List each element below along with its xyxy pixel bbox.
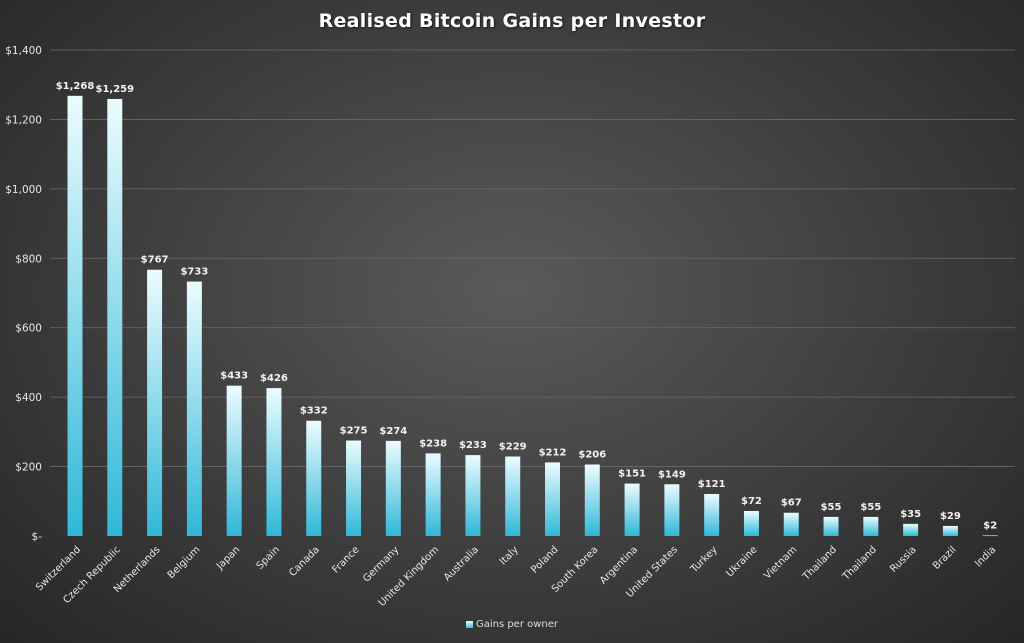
bar xyxy=(266,388,282,536)
y-tick-label: $1,000 xyxy=(5,184,42,196)
data-label: $67 xyxy=(781,498,802,509)
x-tick-label: Thailand xyxy=(800,544,839,583)
chart-title: Realised Bitcoin Gains per Investor xyxy=(318,10,706,32)
gridlines xyxy=(50,49,1015,467)
x-tick-label: Poland xyxy=(529,544,560,575)
data-label: $1,268 xyxy=(56,81,95,92)
bar xyxy=(624,483,640,536)
bar xyxy=(67,95,83,536)
bar xyxy=(783,512,799,536)
data-label: $332 xyxy=(300,406,328,417)
data-label: $767 xyxy=(141,255,169,266)
y-tick-label: $1,200 xyxy=(5,114,42,126)
bar xyxy=(465,455,481,536)
data-label: $1,259 xyxy=(95,84,134,95)
bar xyxy=(664,484,680,536)
x-tick-label: Brazil xyxy=(931,544,959,572)
bar xyxy=(505,456,521,536)
data-label: $426 xyxy=(260,373,288,384)
y-tick-label: $200 xyxy=(15,462,42,474)
x-tick-label: Germany xyxy=(361,544,401,584)
x-tick-label: Spain xyxy=(255,544,283,572)
x-tick-label: India xyxy=(973,544,998,569)
bar xyxy=(107,98,123,536)
bar xyxy=(704,493,720,536)
data-label: $72 xyxy=(741,496,762,507)
x-tick-label: Japan xyxy=(214,544,242,572)
data-label: $149 xyxy=(658,469,686,480)
data-label: $55 xyxy=(860,502,881,513)
bar xyxy=(425,453,441,536)
x-tick-label: Belgium xyxy=(166,544,203,581)
data-label: $35 xyxy=(900,509,921,520)
y-tick-label: $- xyxy=(32,531,43,543)
data-label: $233 xyxy=(459,440,487,451)
x-tick-label: Thailand xyxy=(840,544,879,583)
bar xyxy=(903,523,919,536)
data-label: $2 xyxy=(983,520,997,531)
bar xyxy=(743,511,759,536)
legend-label: Gains per owner xyxy=(475,619,559,630)
x-tick-label: Australia xyxy=(442,544,481,583)
data-label: $206 xyxy=(578,449,606,460)
bar xyxy=(385,440,401,536)
legend-swatch-icon xyxy=(465,620,473,628)
y-tick-label: $800 xyxy=(15,253,42,265)
data-labels: $1,268 $1,259 $767 $733 $433 $426 $332 $275 $274… xyxy=(56,81,998,531)
bar xyxy=(545,462,560,536)
bar xyxy=(863,516,879,536)
data-label: $274 xyxy=(379,426,407,437)
data-label: $238 xyxy=(419,438,447,449)
x-tick-label: Argentina xyxy=(598,544,640,586)
data-label: $733 xyxy=(180,267,208,278)
legend: Gains per owner xyxy=(0,619,1024,630)
bar xyxy=(186,281,202,536)
data-label: $29 xyxy=(940,511,961,522)
bar xyxy=(346,440,362,536)
data-label: $151 xyxy=(618,469,646,480)
data-label: $275 xyxy=(340,426,368,437)
y-axis-ticks: $- $200 $400 $600 $800 $1,000 $1,200 $1,400 xyxy=(5,45,42,543)
bar xyxy=(982,535,998,537)
data-label: $55 xyxy=(821,502,842,513)
x-tick-label: Canada xyxy=(287,544,322,579)
bar xyxy=(823,516,839,536)
y-tick-label: $1,400 xyxy=(5,45,42,57)
bar xyxy=(226,385,242,536)
bar xyxy=(147,269,163,536)
y-tick-label: $600 xyxy=(15,323,42,335)
bar xyxy=(584,464,600,536)
bars xyxy=(67,95,998,537)
y-tick-label: $400 xyxy=(15,392,42,404)
data-label: $433 xyxy=(220,371,248,382)
x-tick-label: Ukraine xyxy=(724,544,759,579)
data-label: $229 xyxy=(499,442,527,453)
data-label: $121 xyxy=(698,479,726,490)
bar xyxy=(942,525,958,536)
x-tick-label: Turkey xyxy=(688,544,720,576)
x-tick-label: Vietnam xyxy=(762,544,799,581)
data-label: $212 xyxy=(539,447,567,458)
x-tick-label: Russia xyxy=(888,544,919,575)
bar xyxy=(306,420,322,536)
x-tick-label: Italy xyxy=(498,544,521,567)
x-tick-label: France xyxy=(330,544,361,575)
